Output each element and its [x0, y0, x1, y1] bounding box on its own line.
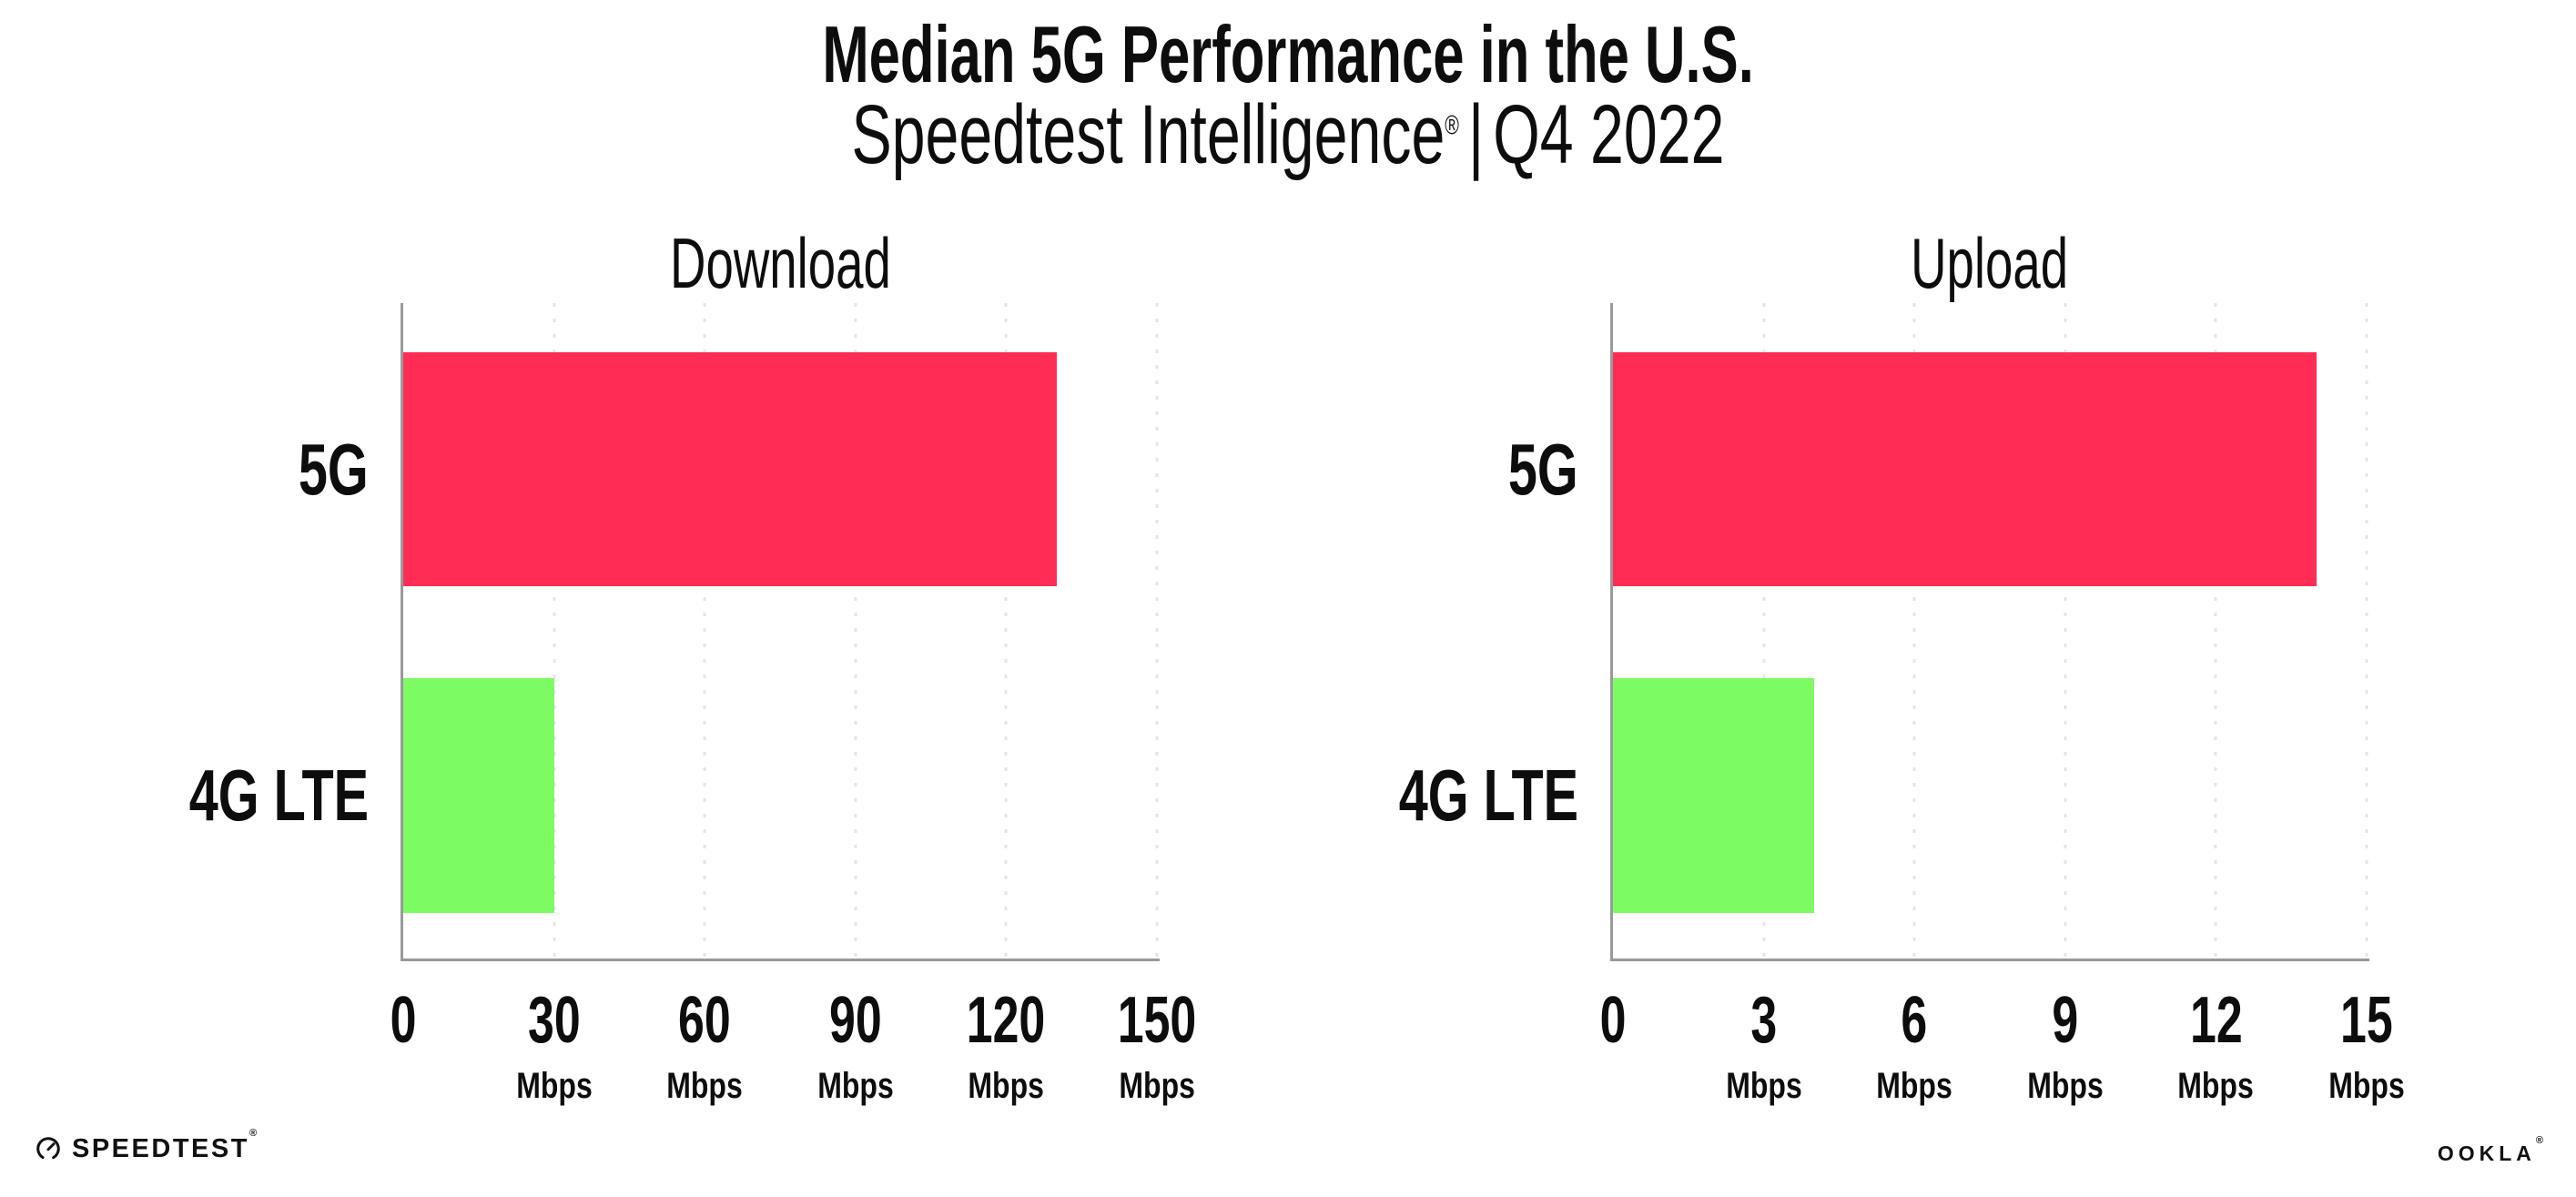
gridline [2214, 303, 2217, 959]
gridline [1912, 303, 1916, 959]
x-axis-tick-labels: 0 30 Mbps 60 Mbps 90 Mbps 120 Mbps 150 Mbps [390, 988, 1197, 1142]
x-tick-unit: Mbps [1119, 1066, 1195, 1106]
bar-5g [1613, 352, 2317, 586]
speedtest-wordmark: SPEEDTEST® [72, 1127, 258, 1163]
gridline [1155, 303, 1159, 959]
chart-title-download: Download [669, 223, 891, 303]
chart-title-upload: Upload [1911, 223, 2069, 303]
x-tick-value: 15 [2340, 984, 2393, 1057]
x-tick-value: 60 [678, 984, 732, 1057]
speedtest-gauge-icon [36, 1137, 60, 1161]
x-tick: 150 Mbps [1102, 988, 1212, 1104]
gridline [1762, 303, 1766, 959]
gridline [854, 303, 857, 959]
x-tick-value: 0 [390, 984, 417, 1057]
registered-trademark-symbol: ® [2535, 1135, 2543, 1146]
ookla-wordmark: OOKLA [2437, 1141, 2536, 1165]
x-axis [1610, 959, 2369, 961]
x-tick-unit: Mbps [2177, 1066, 2255, 1106]
x-tick: 6 Mbps [1867, 988, 1962, 1104]
x-tick: 0 [1595, 988, 1631, 1053]
x-tick-unit: Mbps [2328, 1066, 2405, 1106]
category-axis-labels: 5G 4G LTE [68, 303, 369, 959]
x-tick: 90 Mbps [808, 988, 903, 1104]
download-chart: Download 5G 4G LTE 0 30 Mbps 60 Mbps 90 Mbps 12… [189, 202, 1197, 1185]
x-tick-unit: Mbps [1876, 1066, 1952, 1106]
subtitle-brand: Speedtest Intelligence [851, 88, 1445, 181]
x-tick: 30 Mbps [506, 988, 601, 1104]
x-tick-value: 0 [1599, 984, 1627, 1057]
bar-4g-lte [403, 678, 554, 913]
speedtest-logo: SPEEDTEST® [35, 1127, 258, 1163]
x-tick-unit: Mbps [817, 1066, 894, 1106]
x-tick: 60 Mbps [657, 988, 752, 1104]
x-tick-value: 90 [828, 984, 882, 1057]
y-axis [401, 303, 403, 961]
plot-area [1610, 303, 2369, 961]
x-tick: 9 Mbps [2018, 988, 2113, 1104]
x-tick-unit: Mbps [666, 1066, 743, 1106]
gridline [703, 303, 706, 959]
registered-trademark-symbol: ® [1445, 110, 1459, 141]
x-tick-value: 9 [2052, 984, 2079, 1057]
x-tick-value: 150 [1117, 984, 1197, 1057]
subtitle-separator: | [1468, 88, 1485, 181]
x-tick: 3 Mbps [1716, 988, 1810, 1104]
category-axis-labels: 5G 4G LTE [1278, 303, 1578, 959]
x-tick-unit: Mbps [515, 1066, 593, 1106]
category-label-4g-lte: 4G LTE [1398, 755, 1578, 836]
x-tick-value: 30 [527, 984, 581, 1057]
x-tick: 0 [385, 988, 421, 1053]
x-tick: 120 Mbps [951, 988, 1060, 1104]
x-tick-unit: Mbps [2027, 1066, 2104, 1106]
page-subtitle: Speedtest Intelligence® | Q4 2022 [0, 91, 2576, 179]
upload-chart: Upload 5G 4G LTE 0 3 Mbps 6 Mbps 9 Mbps 12 Mbps 1… [1399, 202, 2405, 1185]
gridline [2365, 303, 2368, 959]
gridline [2064, 303, 2067, 959]
x-tick: 15 Mbps [2319, 988, 2414, 1104]
gridline [1004, 303, 1008, 959]
registered-trademark-symbol: ® [248, 1127, 258, 1139]
category-label-5g: 5G [299, 429, 369, 510]
bar-5g [403, 352, 1057, 586]
x-axis [401, 959, 1160, 961]
x-tick-value: 3 [1750, 984, 1778, 1057]
gridline [553, 303, 556, 959]
page-title: Median 5G Performance in the U.S. [822, 9, 1754, 99]
subtitle-period: Q4 2022 [1493, 88, 1725, 181]
y-axis [1610, 303, 1613, 961]
x-tick-value: 12 [2189, 984, 2243, 1057]
x-axis-tick-labels: 0 3 Mbps 6 Mbps 9 Mbps 12 Mbps 15 Mbps [1600, 988, 2405, 1142]
plot-area [401, 303, 1160, 961]
ookla-logo: OOKLA® [2437, 1136, 2543, 1165]
bar-4g-lte [1613, 678, 1814, 913]
category-label-5g: 5G [1508, 429, 1578, 510]
x-tick-value: 6 [1901, 984, 1928, 1057]
category-label-4g-lte: 4G LTE [188, 755, 369, 836]
x-tick-unit: Mbps [1725, 1066, 1802, 1106]
x-tick: 12 Mbps [2168, 988, 2263, 1104]
x-tick-value: 120 [967, 984, 1046, 1057]
x-tick-unit: Mbps [968, 1066, 1045, 1106]
